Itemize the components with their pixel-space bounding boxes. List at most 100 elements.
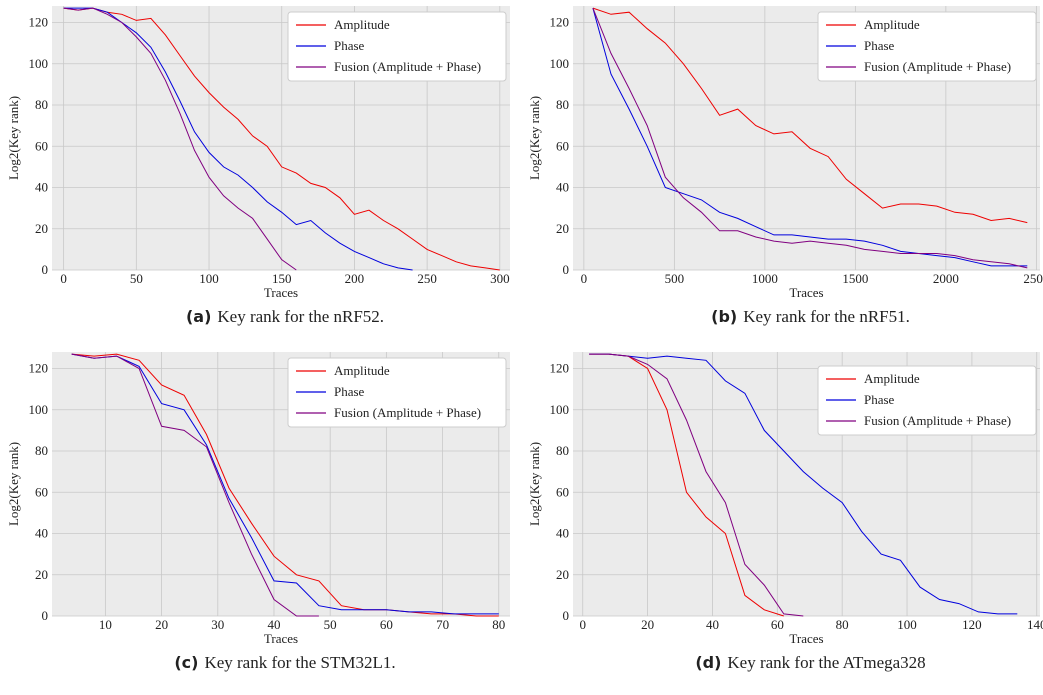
- series-line: [589, 353, 804, 617]
- y-tick-label: 20: [35, 567, 48, 582]
- legend-label: Fusion (Amplitude + Phase): [864, 413, 1011, 428]
- x-tick-label: 300: [490, 271, 510, 286]
- series-line: [71, 353, 499, 615]
- y-tick-label: 0: [563, 262, 570, 277]
- caption: (d) Key rank for the ATmega328: [695, 653, 925, 672]
- x-tick-label: 20: [641, 617, 654, 632]
- y-tick-label: 120: [29, 15, 49, 30]
- legend-label: Phase: [864, 38, 895, 53]
- x-tick-label: 1500: [842, 271, 868, 286]
- x-tick-label: 0: [579, 617, 586, 632]
- x-tick-label: 60: [771, 617, 784, 632]
- y-tick-label: 60: [35, 484, 48, 499]
- x-tick-label: 1000: [752, 271, 778, 286]
- x-axis-label: Traces: [264, 285, 298, 300]
- x-tick-label: 2500: [1023, 271, 1043, 286]
- x-tick-label: 250: [417, 271, 437, 286]
- legend-label: Phase: [864, 392, 895, 407]
- caption: (c) Key rank for the STM32L1.: [174, 653, 395, 672]
- x-tick-label: 0: [581, 271, 588, 286]
- y-tick-label: 40: [556, 526, 569, 541]
- series-line: [71, 353, 499, 617]
- y-tick-label: 40: [35, 526, 48, 541]
- series-line: [592, 7, 1028, 269]
- y-tick-label: 20: [556, 567, 569, 582]
- y-axis-label: Log2(Key rank): [6, 442, 21, 526]
- x-tick-label: 120: [962, 617, 982, 632]
- x-tick-label: 80: [836, 617, 849, 632]
- caption-label: (c): [174, 653, 198, 672]
- y-tick-label: 40: [35, 180, 48, 195]
- x-tick-label: 50: [324, 617, 337, 632]
- x-tick-label: 40: [706, 617, 719, 632]
- y-tick-label: 120: [550, 361, 570, 376]
- y-tick-label: 80: [35, 443, 48, 458]
- x-tick-label: 140: [1027, 617, 1043, 632]
- caption-text: Key rank for the ATmega328: [727, 653, 925, 672]
- x-tick-label: 10: [99, 617, 112, 632]
- x-axis-label: Traces: [789, 631, 823, 646]
- caption-label: (d): [695, 653, 721, 672]
- x-tick-label: 20: [155, 617, 168, 632]
- series-line: [589, 353, 1018, 615]
- series-line: [71, 353, 319, 617]
- caption: (a) Key rank for the nRF52.: [186, 307, 384, 326]
- legend-label: Fusion (Amplitude + Phase): [334, 405, 481, 420]
- y-tick-label: 20: [556, 221, 569, 236]
- legend-label: Amplitude: [334, 363, 390, 378]
- caption-text: Key rank for the nRF51.: [743, 307, 910, 326]
- legend-label: Phase: [334, 384, 365, 399]
- x-tick-label: 100: [897, 617, 917, 632]
- x-tick-label: 60: [380, 617, 393, 632]
- y-tick-label: 0: [42, 262, 49, 277]
- x-tick-label: 50: [130, 271, 143, 286]
- y-tick-label: 100: [29, 402, 49, 417]
- caption-label: (a): [186, 307, 211, 326]
- y-tick-label: 0: [42, 608, 49, 623]
- y-axis-label: Log2(Key rank): [527, 96, 542, 180]
- y-tick-label: 40: [556, 180, 569, 195]
- x-tick-label: 150: [272, 271, 292, 286]
- y-tick-label: 60: [556, 138, 569, 153]
- x-tick-label: 100: [199, 271, 219, 286]
- y-tick-label: 0: [563, 608, 570, 623]
- y-tick-label: 60: [556, 484, 569, 499]
- y-tick-label: 60: [35, 138, 48, 153]
- y-tick-label: 100: [29, 56, 49, 71]
- x-tick-label: 0: [60, 271, 67, 286]
- series-line: [592, 7, 1028, 267]
- x-tick-label: 70: [436, 617, 449, 632]
- series-line: [63, 7, 500, 271]
- caption: (b) Key rank for the nRF51.: [711, 307, 910, 326]
- legend-label: Amplitude: [864, 371, 920, 386]
- series-line: [63, 7, 297, 271]
- caption-text: Key rank for the STM32L1.: [204, 653, 395, 672]
- x-tick-label: 30: [211, 617, 224, 632]
- y-tick-label: 100: [550, 402, 570, 417]
- y-tick-label: 80: [556, 97, 569, 112]
- y-axis-label: Log2(Key rank): [6, 96, 21, 180]
- x-axis-label: Traces: [264, 631, 298, 646]
- y-tick-label: 120: [550, 15, 570, 30]
- x-tick-label: 500: [665, 271, 685, 286]
- legend-box: [817, 11, 1037, 82]
- legend-label: Amplitude: [864, 17, 920, 32]
- y-tick-label: 100: [550, 56, 570, 71]
- caption-label: (b): [711, 307, 737, 326]
- y-tick-label: 80: [35, 97, 48, 112]
- caption-text: Key rank for the nRF52.: [217, 307, 384, 326]
- series-line: [592, 7, 1028, 224]
- y-tick-label: 80: [556, 443, 569, 458]
- legend-label: Fusion (Amplitude + Phase): [864, 59, 1011, 74]
- y-axis-label: Log2(Key rank): [527, 442, 542, 526]
- legend-label: Phase: [334, 38, 365, 53]
- legend-box: [287, 357, 507, 428]
- y-tick-label: 20: [35, 221, 48, 236]
- x-tick-label: 40: [267, 617, 280, 632]
- x-axis-label: Traces: [789, 285, 823, 300]
- x-tick-label: 2000: [933, 271, 959, 286]
- legend-box: [817, 365, 1037, 436]
- x-tick-label: 200: [345, 271, 365, 286]
